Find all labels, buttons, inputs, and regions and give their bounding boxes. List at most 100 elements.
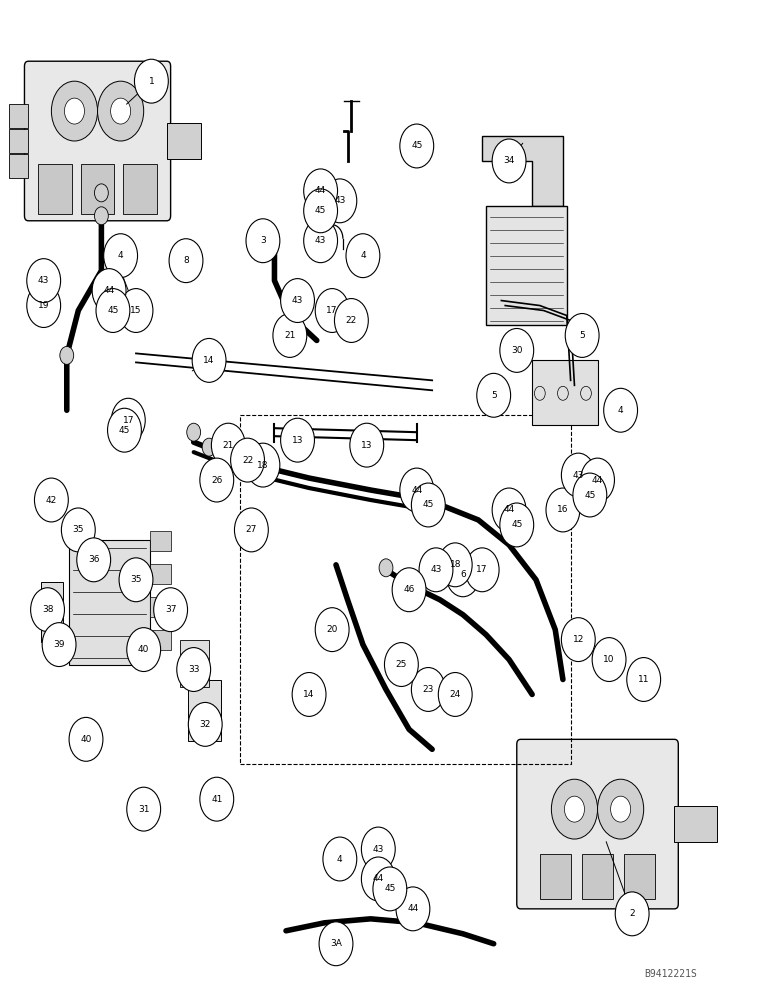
Text: 41: 41 (211, 795, 222, 804)
Text: 45: 45 (107, 306, 119, 315)
Text: 45: 45 (584, 491, 595, 500)
Circle shape (27, 259, 61, 303)
Text: 13: 13 (361, 441, 373, 450)
Text: 23: 23 (422, 685, 434, 694)
Bar (9, 129, 29, 153)
Bar (69, 540, 150, 665)
Text: 46: 46 (404, 585, 415, 594)
Polygon shape (312, 199, 329, 218)
Text: 44: 44 (373, 874, 384, 883)
Text: 14: 14 (203, 356, 215, 365)
Text: 31: 31 (138, 805, 150, 814)
Text: 3A: 3A (330, 939, 342, 948)
Text: 39: 39 (53, 640, 65, 649)
Circle shape (303, 219, 337, 263)
Circle shape (400, 124, 434, 168)
Text: 35: 35 (73, 525, 84, 534)
Text: 6: 6 (460, 570, 466, 579)
Text: 32: 32 (199, 720, 211, 729)
Polygon shape (116, 419, 133, 438)
Text: 25: 25 (396, 660, 407, 669)
Text: 17: 17 (476, 565, 488, 574)
Circle shape (107, 408, 141, 452)
Text: 45: 45 (119, 426, 130, 435)
Circle shape (573, 473, 607, 517)
Circle shape (551, 779, 598, 839)
Bar (625, 854, 655, 899)
Bar (582, 854, 613, 899)
Circle shape (96, 289, 130, 332)
Circle shape (438, 673, 472, 716)
Text: 33: 33 (188, 665, 199, 674)
Bar (167, 123, 201, 159)
Text: 45: 45 (315, 206, 327, 215)
Text: B9412221S: B9412221S (644, 969, 697, 979)
Circle shape (438, 543, 472, 587)
Circle shape (119, 558, 153, 602)
Text: 18: 18 (449, 560, 461, 569)
Text: 10: 10 (604, 655, 615, 664)
Circle shape (379, 559, 393, 577)
Bar (150, 531, 171, 551)
Circle shape (177, 648, 211, 691)
Text: 45: 45 (411, 141, 422, 150)
Bar (9, 104, 29, 128)
Circle shape (69, 717, 103, 761)
Circle shape (259, 463, 273, 481)
Text: 13: 13 (292, 436, 303, 445)
Text: 4: 4 (360, 251, 366, 260)
Circle shape (127, 787, 161, 831)
Circle shape (611, 796, 631, 822)
Text: 22: 22 (242, 456, 253, 465)
Circle shape (466, 548, 499, 592)
Text: 44: 44 (503, 505, 515, 514)
Text: 17: 17 (123, 416, 134, 425)
Circle shape (235, 508, 269, 552)
Circle shape (361, 827, 395, 871)
Text: 44: 44 (592, 476, 603, 485)
Text: 17: 17 (327, 306, 338, 315)
Text: 44: 44 (103, 286, 115, 295)
Circle shape (94, 184, 108, 202)
Text: 18: 18 (257, 461, 269, 470)
Bar (675, 806, 716, 842)
Circle shape (561, 453, 595, 497)
Circle shape (280, 418, 314, 462)
Circle shape (187, 423, 201, 441)
Circle shape (315, 289, 349, 332)
Circle shape (273, 314, 306, 357)
Text: 43: 43 (315, 236, 327, 245)
Circle shape (65, 98, 84, 124)
Circle shape (231, 438, 265, 482)
Circle shape (94, 207, 108, 225)
Polygon shape (581, 484, 598, 503)
Text: 37: 37 (165, 605, 176, 614)
Text: 12: 12 (573, 635, 584, 644)
Text: 30: 30 (511, 346, 523, 355)
Circle shape (499, 328, 533, 372)
Circle shape (110, 98, 130, 124)
Circle shape (303, 189, 337, 233)
Circle shape (373, 867, 407, 911)
Bar (486, 206, 567, 325)
Text: 19: 19 (38, 301, 49, 310)
Text: 45: 45 (384, 884, 395, 893)
Circle shape (581, 458, 615, 502)
Circle shape (323, 837, 357, 881)
Circle shape (303, 169, 337, 213)
Bar (188, 680, 221, 741)
Circle shape (92, 269, 126, 313)
Polygon shape (420, 493, 437, 512)
Circle shape (323, 179, 357, 223)
Text: 5: 5 (491, 391, 496, 400)
Text: 8: 8 (183, 256, 189, 265)
Circle shape (334, 299, 368, 342)
Circle shape (52, 81, 97, 141)
Circle shape (280, 279, 314, 322)
Text: 43: 43 (430, 565, 442, 574)
Text: 4: 4 (618, 406, 624, 415)
Text: 43: 43 (292, 296, 303, 305)
Text: 20: 20 (327, 625, 338, 634)
Text: 21: 21 (284, 331, 296, 340)
Circle shape (127, 628, 161, 672)
